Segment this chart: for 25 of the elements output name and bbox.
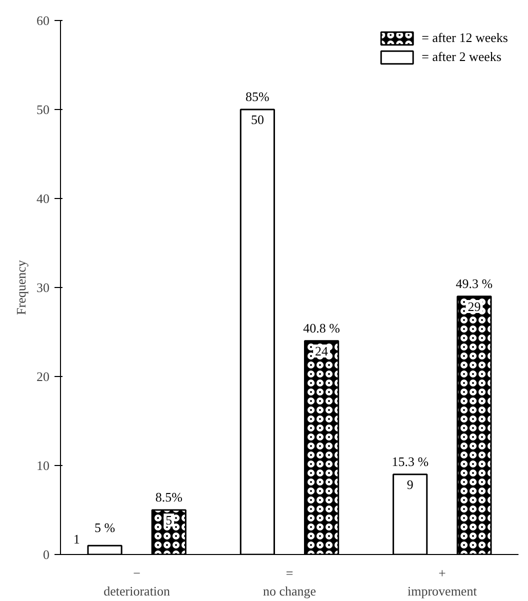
x-tick-label: − deterioration [104,566,171,598]
y-tick-label: 50 [36,102,50,117]
data-label: 24 [315,343,329,358]
annotation: 8.5% [155,490,183,505]
y-tick-label: 30 [36,280,50,295]
y-axis-title: Frequency [14,260,28,315]
y-tick-label: 60 [36,13,50,28]
annotation: 15.3 % [392,454,429,470]
data-label: 9 [406,476,414,492]
x-tick-label: = no change [262,566,316,598]
y-tick-label: 10 [36,458,50,473]
legend-label: = after 12 weeks [422,30,508,46]
data-label: 50 [250,112,264,128]
legend-label: = after 2 weeks [422,49,502,65]
y-tick-label: 40 [36,191,50,206]
data-label: 5 [166,512,172,528]
x-tick-label: + improvement [408,566,478,598]
annotation: 85% [246,89,270,104]
annotation: 5 % [94,520,116,535]
data-label: 29 [468,298,481,314]
annotation: 40.8 % [303,320,340,336]
data-label: 1 [73,532,80,547]
annotation: 49.3 % [456,276,493,292]
y-tick-label: 0 [43,547,50,562]
y-tick-label: 20 [36,369,50,384]
